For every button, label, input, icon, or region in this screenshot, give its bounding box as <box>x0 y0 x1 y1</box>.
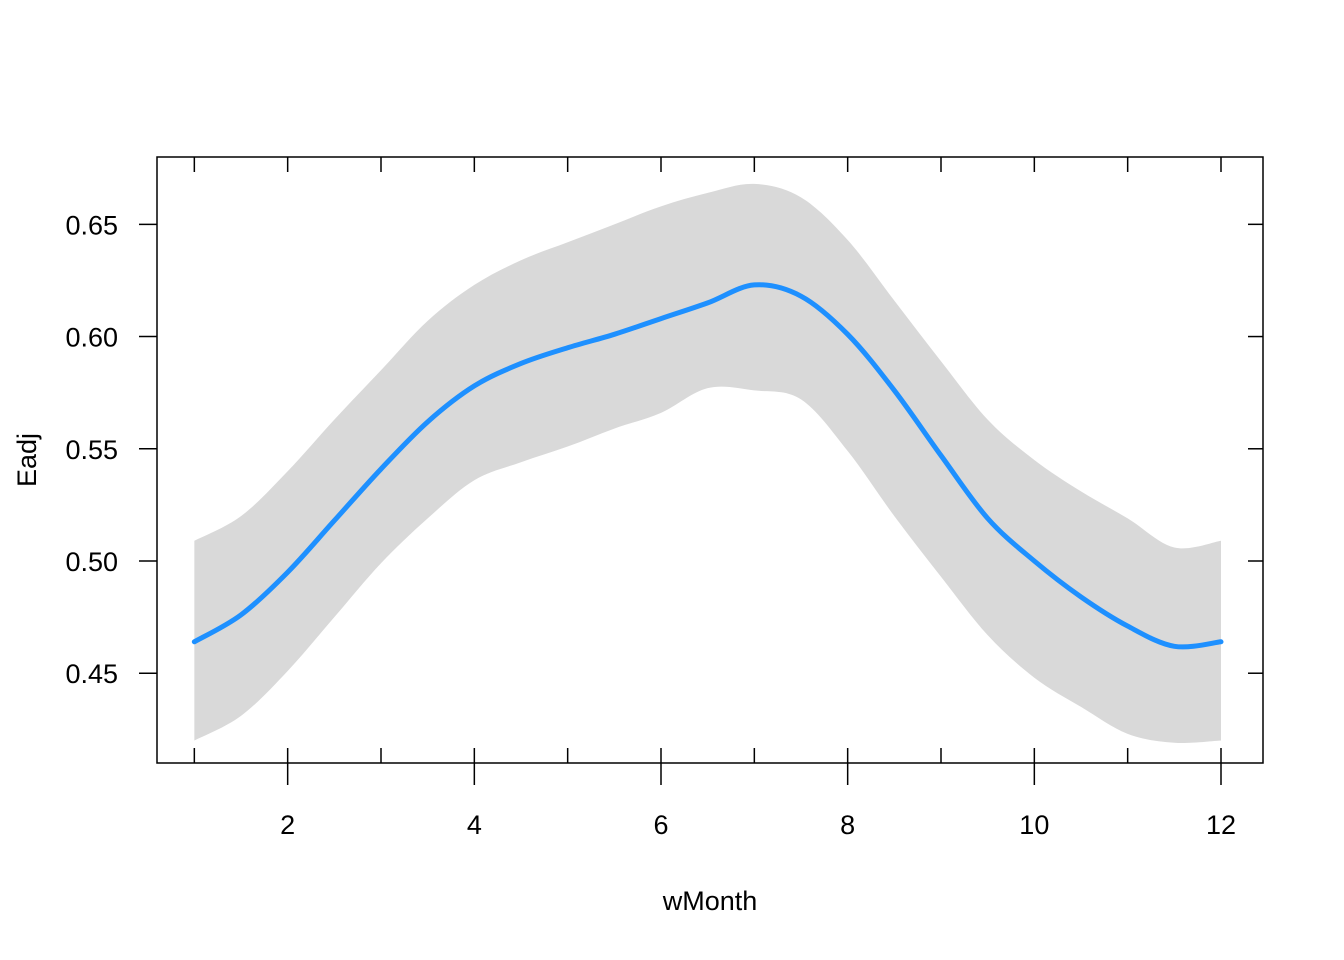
y-tick-label: 0.45 <box>65 659 118 689</box>
x-tick-label: 12 <box>1206 810 1236 840</box>
y-tick-label: 0.50 <box>65 547 118 577</box>
x-tick-label: 2 <box>280 810 295 840</box>
confidence-band-layer <box>194 183 1222 744</box>
x-tick-label: 8 <box>840 810 855 840</box>
y-axis-title: Eadj <box>12 433 42 487</box>
x-tick-label: 6 <box>653 810 668 840</box>
confidence-band-0 <box>194 183 1222 744</box>
fit-line-layer <box>191 282 1224 650</box>
x-axis-title: wMonth <box>662 886 758 916</box>
x-tick-label: 4 <box>467 810 482 840</box>
tick-label-layer: 2 4 6 8 10 12 0.45 0.50 0.55 0.60 0.65 <box>65 210 1236 840</box>
y-tick-label: 0.60 <box>65 323 118 353</box>
y-tick-label: 0.65 <box>65 210 118 240</box>
tick-layer <box>139 157 1263 785</box>
x-tick-label: 10 <box>1019 810 1049 840</box>
plot-frame <box>156 156 1264 764</box>
fit-line-0 <box>191 282 1224 650</box>
y-tick-label: 0.55 <box>65 435 118 465</box>
